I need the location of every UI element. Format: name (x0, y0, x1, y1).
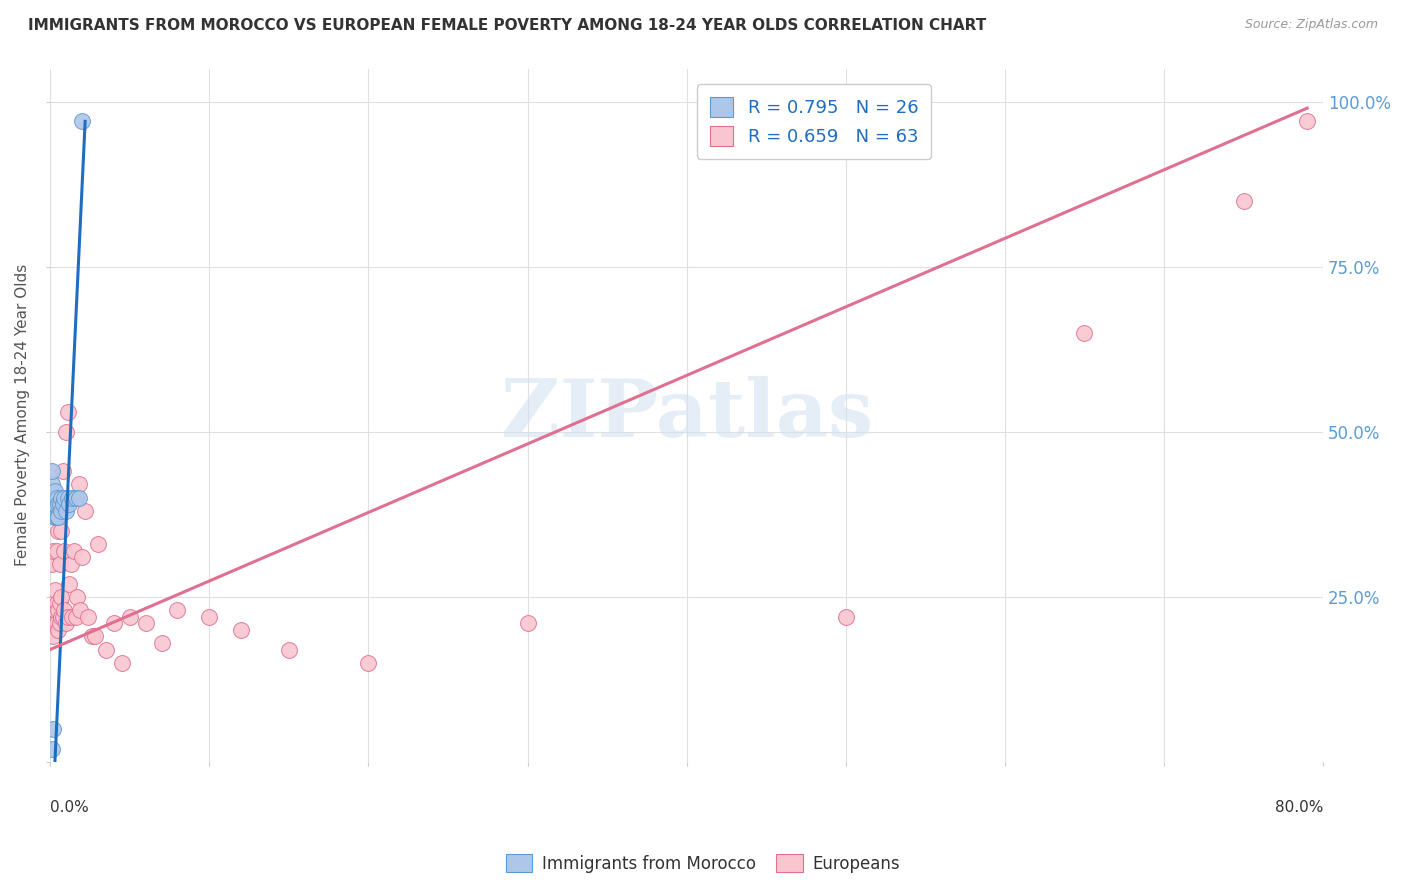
Y-axis label: Female Poverty Among 18-24 Year Olds: Female Poverty Among 18-24 Year Olds (15, 264, 30, 566)
Point (41, 557, 63, 571)
Point (48, 596, 70, 610)
Point (357, 656, 380, 670)
Point (48, 616, 70, 631)
Text: ZIPatlas: ZIPatlas (501, 376, 873, 454)
Point (45, 491, 67, 505)
Point (56, 609, 79, 624)
Point (67, 491, 90, 505)
Point (51, 504, 73, 518)
Point (229, 623, 252, 637)
Point (66, 590, 89, 604)
Point (45, 543, 67, 558)
Point (51, 491, 73, 505)
Text: 0.0%: 0.0% (51, 800, 89, 815)
Point (41, 504, 63, 518)
Point (103, 616, 125, 631)
Point (52, 464, 75, 478)
Point (87, 537, 110, 551)
Point (67, 477, 90, 491)
Point (56, 491, 79, 505)
Text: IMMIGRANTS FROM MOROCCO VS EUROPEAN FEMALE POVERTY AMONG 18-24 YEAR OLDS CORRELA: IMMIGRANTS FROM MOROCCO VS EUROPEAN FEMA… (28, 18, 987, 33)
Point (135, 616, 157, 631)
Point (45, 510, 67, 524)
Point (44, 510, 66, 524)
Point (516, 616, 538, 631)
Point (51, 524, 73, 538)
Point (53, 603, 76, 617)
Point (835, 609, 858, 624)
Point (1232, 194, 1254, 208)
Point (75, 504, 97, 518)
Point (94, 642, 117, 657)
Point (41, 623, 63, 637)
Point (41, 603, 63, 617)
Point (44, 583, 66, 598)
Point (52, 609, 75, 624)
Point (41, 616, 63, 631)
Point (44, 616, 66, 631)
Point (58, 497, 80, 511)
Point (118, 609, 141, 624)
Point (62, 609, 84, 624)
Point (59, 557, 82, 571)
Point (150, 636, 173, 650)
Point (44, 603, 66, 617)
Point (62, 491, 84, 505)
Point (42, 629, 65, 643)
Point (42, 722, 65, 736)
Point (166, 603, 188, 617)
Point (53, 543, 76, 558)
Point (45, 616, 67, 631)
Point (80, 629, 103, 643)
Point (46, 623, 69, 637)
Point (69, 603, 91, 617)
Point (70, 550, 93, 565)
Point (55, 504, 77, 518)
Legend: Immigrants from Morocco, Europeans: Immigrants from Morocco, Europeans (499, 847, 907, 880)
Point (44, 510, 66, 524)
Point (77, 609, 100, 624)
Point (41, 741, 63, 756)
Point (48, 497, 70, 511)
Point (51, 590, 73, 604)
Point (42, 609, 65, 624)
Text: Source: ZipAtlas.com: Source: ZipAtlas.com (1244, 18, 1378, 31)
Point (46, 497, 69, 511)
Point (83, 629, 105, 643)
Point (55, 425, 77, 439)
Point (46, 524, 69, 538)
Point (55, 616, 77, 631)
Legend: R = 0.795   N = 26, R = 0.659   N = 63: R = 0.795 N = 26, R = 0.659 N = 63 (697, 85, 931, 159)
Point (41, 609, 63, 624)
Point (42, 491, 65, 505)
Point (51, 609, 73, 624)
Point (1296, 114, 1319, 128)
Point (42, 543, 65, 558)
Point (46, 603, 69, 617)
Point (48, 557, 70, 571)
Point (65, 609, 87, 624)
Point (52, 497, 75, 511)
Text: 80.0%: 80.0% (1275, 800, 1323, 815)
Point (63, 543, 86, 558)
Point (42, 616, 65, 631)
Point (1073, 326, 1095, 340)
Point (53, 491, 76, 505)
Point (46, 510, 69, 524)
Point (65, 491, 87, 505)
Point (44, 497, 66, 511)
Point (277, 642, 299, 657)
Point (111, 656, 134, 670)
Point (42, 504, 65, 518)
Point (70, 114, 93, 128)
Point (41, 477, 63, 491)
Point (198, 609, 221, 624)
Point (58, 576, 80, 591)
Point (41, 464, 63, 478)
Point (44, 484, 66, 499)
Point (45, 596, 67, 610)
Point (56, 405, 79, 419)
